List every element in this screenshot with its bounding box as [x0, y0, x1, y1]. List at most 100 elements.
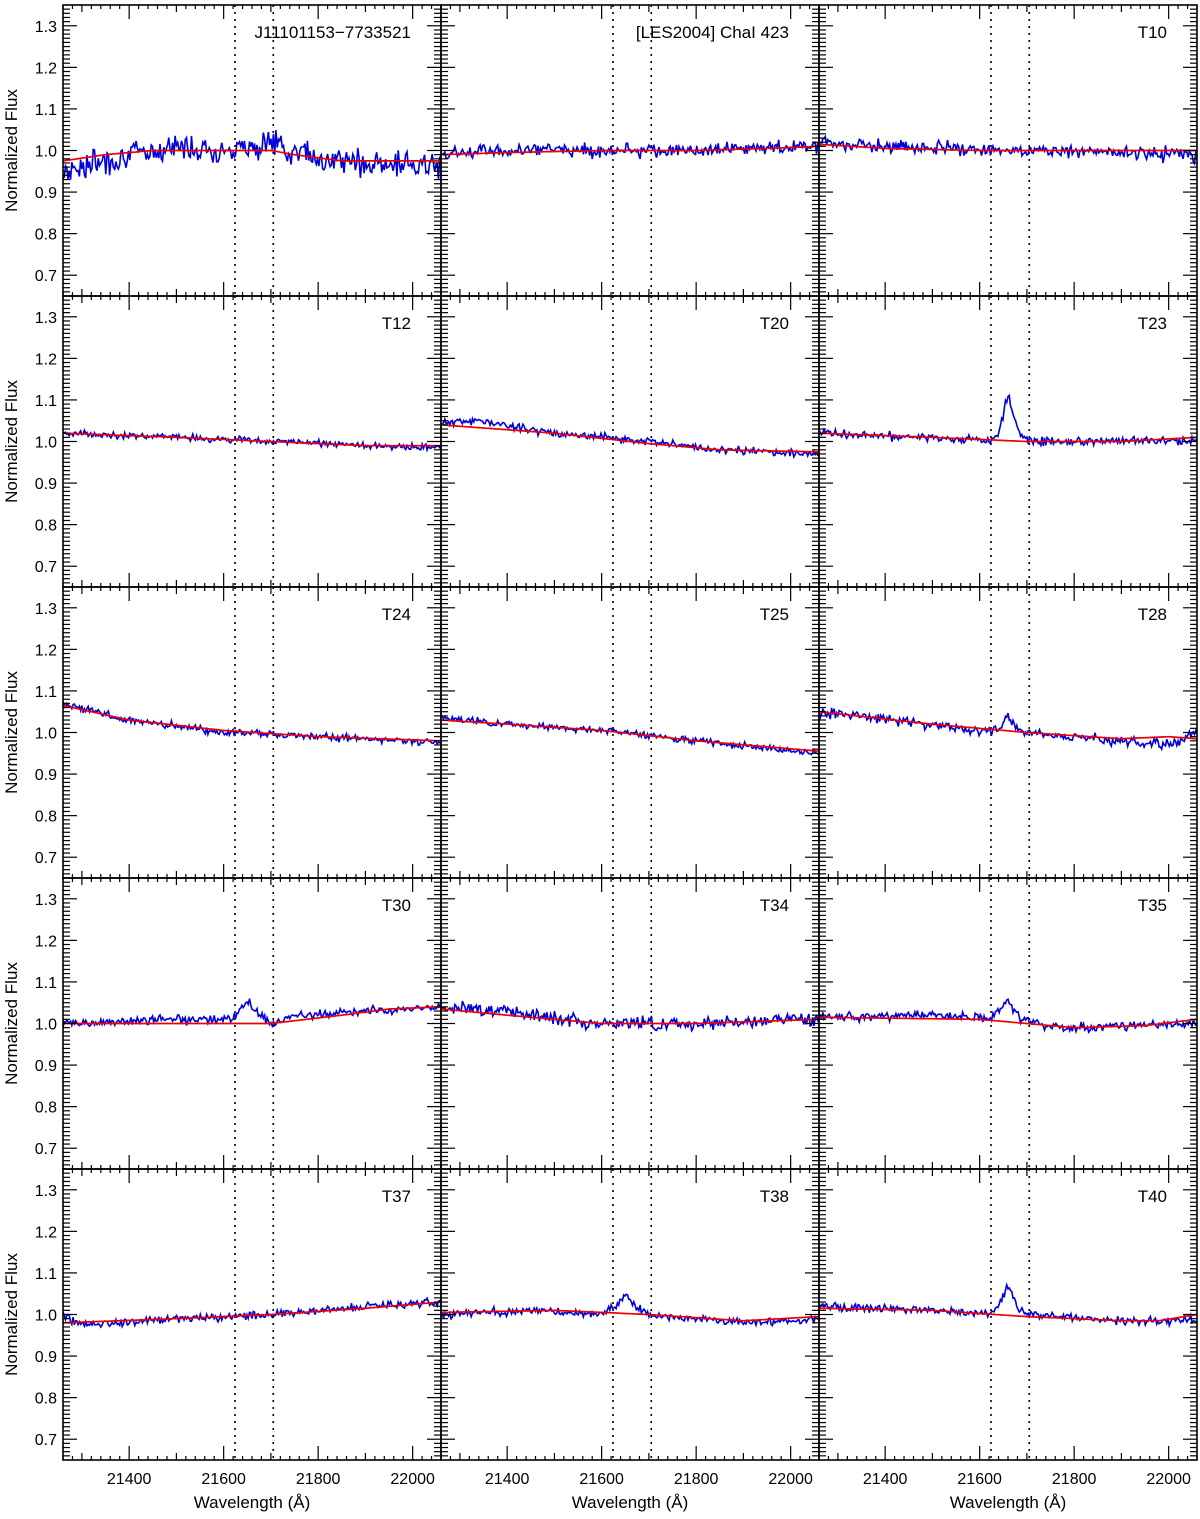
- y-tick-label: 1.1: [35, 1266, 57, 1283]
- model-spectrum-line: [819, 710, 1197, 740]
- panel-label: [LES2004] ChaI 423: [636, 23, 789, 42]
- y-tick-label: 1.0: [35, 1308, 57, 1325]
- y-tick-label: 0.7: [35, 268, 57, 285]
- panel-t34: T34: [440, 877, 820, 1170]
- observed-spectrum-line: [63, 1296, 441, 1330]
- model-spectrum-line: [63, 432, 441, 447]
- panel-t12: T12: [62, 295, 442, 588]
- panel-t40: T40: [818, 1168, 1198, 1461]
- panel-t25: T25: [440, 586, 820, 879]
- model-spectrum-line: [819, 143, 1197, 152]
- y-tick-label: 1.2: [35, 1224, 57, 1241]
- y-tick-label: 0.9: [35, 185, 57, 202]
- y-tick-label: 0.7: [35, 1141, 57, 1158]
- x-tick-label: 21600: [957, 1471, 1002, 1488]
- y-axis-title: Normalized Flux: [2, 962, 21, 1085]
- x-axis-title: Wavelength (Å): [194, 1493, 311, 1512]
- y-tick-label: 1.2: [35, 60, 57, 77]
- panel-frame: [440, 586, 820, 879]
- panel-t23: T23: [818, 295, 1198, 588]
- panel-label: T34: [760, 896, 789, 915]
- y-tick-label: 1.2: [35, 933, 57, 950]
- y-tick-label: 0.8: [35, 1100, 57, 1117]
- panel-t37: T37: [62, 1168, 442, 1461]
- x-axis-title: Wavelength (Å): [950, 1493, 1067, 1512]
- observed-spectrum-line: [63, 701, 441, 748]
- y-tick-label: 0.8: [35, 227, 57, 244]
- y-tick-label: 0.9: [35, 476, 57, 493]
- x-tick-label: 21800: [1052, 1471, 1097, 1488]
- y-tick-label: 0.8: [35, 1391, 57, 1408]
- x-tick-label: 22000: [768, 1471, 813, 1488]
- observed-spectrum-line: [441, 415, 819, 460]
- y-axis-title: Normalized Flux: [2, 671, 21, 794]
- model-spectrum-line: [819, 432, 1197, 443]
- y-tick-label: 1.3: [35, 19, 57, 36]
- panel-j11101153-7733521: J11101153−7733521: [62, 4, 442, 297]
- observed-spectrum-line: [441, 139, 819, 161]
- panel-t30: T30: [62, 877, 442, 1170]
- y-axis-title: Normalized Flux: [2, 89, 21, 212]
- panels-layer: J11101153−7733521 [LES2004] ChaI 423 T10 T1…: [62, 4, 1198, 1461]
- y-tick-label: 1.2: [35, 351, 57, 368]
- model-spectrum-line: [819, 1307, 1197, 1322]
- panel-label: T23: [1138, 314, 1167, 333]
- y-axis-title: Normalized Flux: [2, 380, 21, 503]
- panel-label: T38: [760, 1187, 789, 1206]
- panel-label: T28: [1138, 605, 1167, 624]
- panel-label: J11101153−7733521: [255, 23, 411, 42]
- observed-spectrum-line: [819, 1281, 1197, 1329]
- panel-label: T35: [1138, 896, 1167, 915]
- x-tick-label: 21600: [201, 1471, 246, 1488]
- y-tick-label: 0.9: [35, 1058, 57, 1075]
- panel-label: T30: [382, 896, 411, 915]
- observed-spectrum-line: [441, 714, 819, 756]
- x-tick-label: 21400: [107, 1471, 152, 1488]
- panel-t38: T38: [440, 1168, 820, 1461]
- panel-label: T40: [1138, 1187, 1167, 1206]
- panel-t28: T28: [818, 586, 1198, 879]
- panel-label: T37: [382, 1187, 411, 1206]
- model-spectrum-line: [441, 424, 819, 453]
- y-tick-label: 0.7: [35, 559, 57, 576]
- y-tick-label: 1.1: [35, 102, 57, 119]
- y-tick-label: 1.3: [35, 310, 57, 327]
- model-spectrum-line: [441, 719, 819, 753]
- model-spectrum-line: [63, 149, 441, 162]
- x-tick-label: 21600: [579, 1471, 624, 1488]
- observed-spectrum-line: [441, 1293, 819, 1329]
- x-axis-labels-layer: 21400 21600 21800 22000 Wavelength (Å) 21400 2…: [107, 1471, 1191, 1512]
- model-spectrum-line: [63, 1006, 441, 1025]
- x-tick-label: 22000: [390, 1471, 435, 1488]
- observed-spectrum-line: [819, 707, 1197, 752]
- y-axis-labels-layer: 0.7 0.8 0.9 1.0 1.1 1.2 1.3 Normalized Flux 0.7 0…: [2, 19, 57, 1449]
- panel-label: T25: [760, 605, 789, 624]
- model-spectrum-line: [63, 1301, 441, 1324]
- panel-t20: T20: [440, 295, 820, 588]
- y-tick-label: 0.9: [35, 767, 57, 784]
- panel-t24: T24: [62, 586, 442, 879]
- panel-label: T10: [1138, 23, 1167, 42]
- y-tick-label: 1.3: [35, 892, 57, 909]
- y-tick-label: 1.3: [35, 601, 57, 618]
- y-tick-label: 1.3: [35, 1183, 57, 1200]
- observed-spectrum-line: [819, 997, 1197, 1035]
- model-spectrum-line: [63, 704, 441, 742]
- y-tick-label: 1.1: [35, 684, 57, 701]
- model-spectrum-line: [819, 1016, 1197, 1029]
- model-spectrum-line: [441, 1008, 819, 1025]
- x-tick-label: 22000: [1146, 1471, 1191, 1488]
- panel-t10: T10: [818, 4, 1198, 297]
- panel--les2004-chai-423: [LES2004] ChaI 423: [440, 4, 820, 297]
- x-tick-label: 21400: [863, 1471, 908, 1488]
- y-tick-label: 0.8: [35, 518, 57, 535]
- panel-frame: [818, 586, 1198, 879]
- y-tick-label: 0.9: [35, 1349, 57, 1366]
- y-tick-label: 0.8: [35, 809, 57, 826]
- y-tick-label: 0.7: [35, 1432, 57, 1449]
- panel-label: T24: [382, 605, 411, 624]
- y-tick-label: 1.2: [35, 642, 57, 659]
- observed-spectrum-line: [63, 998, 441, 1029]
- y-tick-label: 1.1: [35, 975, 57, 992]
